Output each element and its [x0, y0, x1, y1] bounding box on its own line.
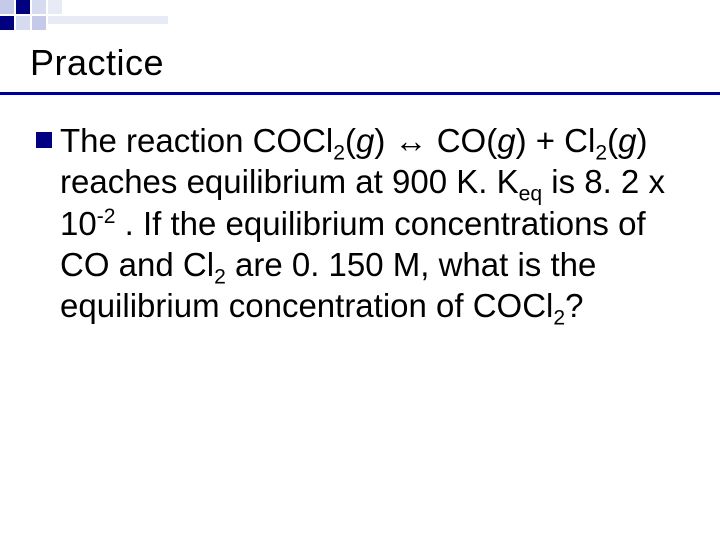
bullet-item: The reaction COCl2(g) ↔ CO(g) + Cl2(g) r…: [36, 120, 670, 326]
corner-decoration: [0, 0, 180, 36]
italic-g: g: [356, 122, 374, 159]
superscript: -2: [97, 205, 116, 228]
title-area: Practice: [30, 42, 690, 84]
subscript: 2: [595, 142, 607, 165]
text-run: ) ↔ CO(: [374, 122, 497, 159]
subscript: 2: [333, 142, 345, 165]
text-run: The reaction COCl: [60, 122, 333, 159]
text-run: ) + Cl: [516, 122, 596, 159]
text-run: (: [607, 122, 618, 159]
text-run: (: [345, 122, 356, 159]
slide-title: Practice: [30, 42, 690, 84]
slide: Practice The reaction COCl2(g) ↔ CO(g) +…: [0, 0, 720, 540]
subscript: 2: [553, 307, 565, 330]
italic-g: g: [618, 122, 636, 159]
body-area: The reaction COCl2(g) ↔ CO(g) + Cl2(g) r…: [36, 120, 670, 326]
bullet-text: The reaction COCl2(g) ↔ CO(g) + Cl2(g) r…: [60, 120, 670, 326]
subscript: 2: [214, 265, 226, 288]
bullet-square-icon: [36, 132, 52, 148]
subscript: eq: [519, 183, 542, 206]
italic-g: g: [497, 122, 515, 159]
text-run: ?: [565, 287, 583, 324]
title-underline: [0, 92, 720, 95]
